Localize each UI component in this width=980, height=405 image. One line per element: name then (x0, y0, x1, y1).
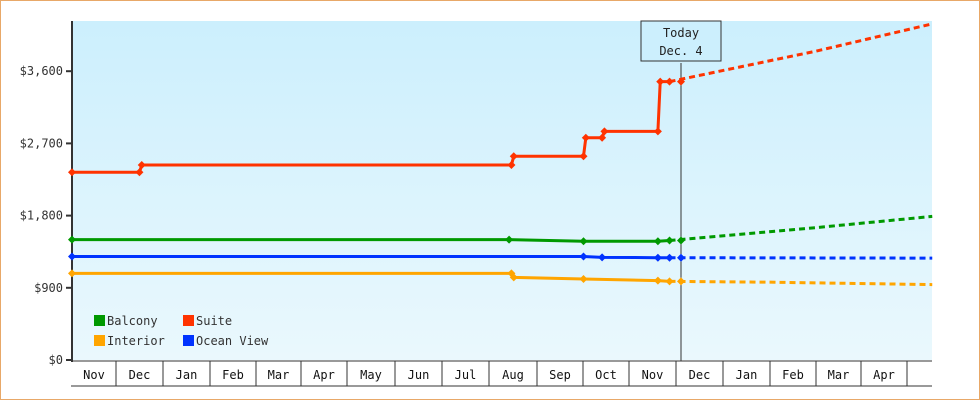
today-marker: Today Dec. 4 (640, 20, 722, 361)
x-tick-label: Sep (549, 368, 571, 382)
series-suite (68, 22, 933, 177)
y-axis: $0 $900 $1,800 $2,700 $3,600 (20, 21, 73, 367)
y-tick-label: $3,600 (20, 64, 63, 78)
y-tick-label: $0 (49, 353, 63, 367)
y-tick-label: $2,700 (20, 136, 63, 150)
y-tick-label: $1,800 (20, 209, 63, 223)
x-tick-label: Feb (222, 368, 244, 382)
x-tick-label: Apr (873, 368, 895, 382)
x-tick-label: Feb (782, 368, 804, 382)
x-tick-label: Jun (408, 368, 430, 382)
x-tick-label: Dec (129, 368, 151, 382)
series-balcony (68, 214, 933, 246)
x-tick-label: Jan (176, 368, 198, 382)
series-lines (68, 22, 933, 287)
legend: Balcony Suite Interior Ocean View (94, 314, 269, 348)
legend-label: Suite (196, 314, 232, 328)
legend-swatch (183, 315, 194, 326)
y-tick-label: $900 (34, 281, 63, 295)
today-label: Today (663, 26, 699, 40)
legend-item-interior: Interior (94, 334, 165, 348)
legend-item-ocean-view: Ocean View (183, 334, 269, 348)
x-tick-label: Dec (689, 368, 711, 382)
x-tick-label: Jan (736, 368, 758, 382)
legend-swatch (94, 335, 105, 346)
legend-label: Balcony (107, 314, 158, 328)
legend-item-suite: Suite (183, 314, 232, 328)
x-tick-label: Nov (642, 368, 664, 382)
today-date: Dec. 4 (659, 44, 702, 58)
x-tick-label: Mar (268, 368, 290, 382)
x-tick-label: Mar (828, 368, 850, 382)
legend-swatch (183, 335, 194, 346)
series-ocean-view (68, 252, 933, 262)
plot-area (72, 21, 932, 360)
x-tick-label: May (360, 368, 382, 382)
legend-swatch (94, 315, 105, 326)
x-tick-label: Oct (595, 368, 617, 382)
x-axis: Nov Dec Jan Feb Mar Apr May Jun Jul Aug Sep Oct Nov D… (71, 360, 932, 387)
legend-item-balcony: Balcony (94, 314, 158, 328)
x-tick-label: Jul (455, 368, 477, 382)
legend-label: Ocean View (196, 334, 269, 348)
series-interior (68, 269, 933, 287)
x-tick-label: Apr (313, 368, 335, 382)
legend-label: Interior (107, 334, 165, 348)
x-tick-label: Nov (83, 368, 105, 382)
x-tick-label: Aug (502, 368, 524, 382)
